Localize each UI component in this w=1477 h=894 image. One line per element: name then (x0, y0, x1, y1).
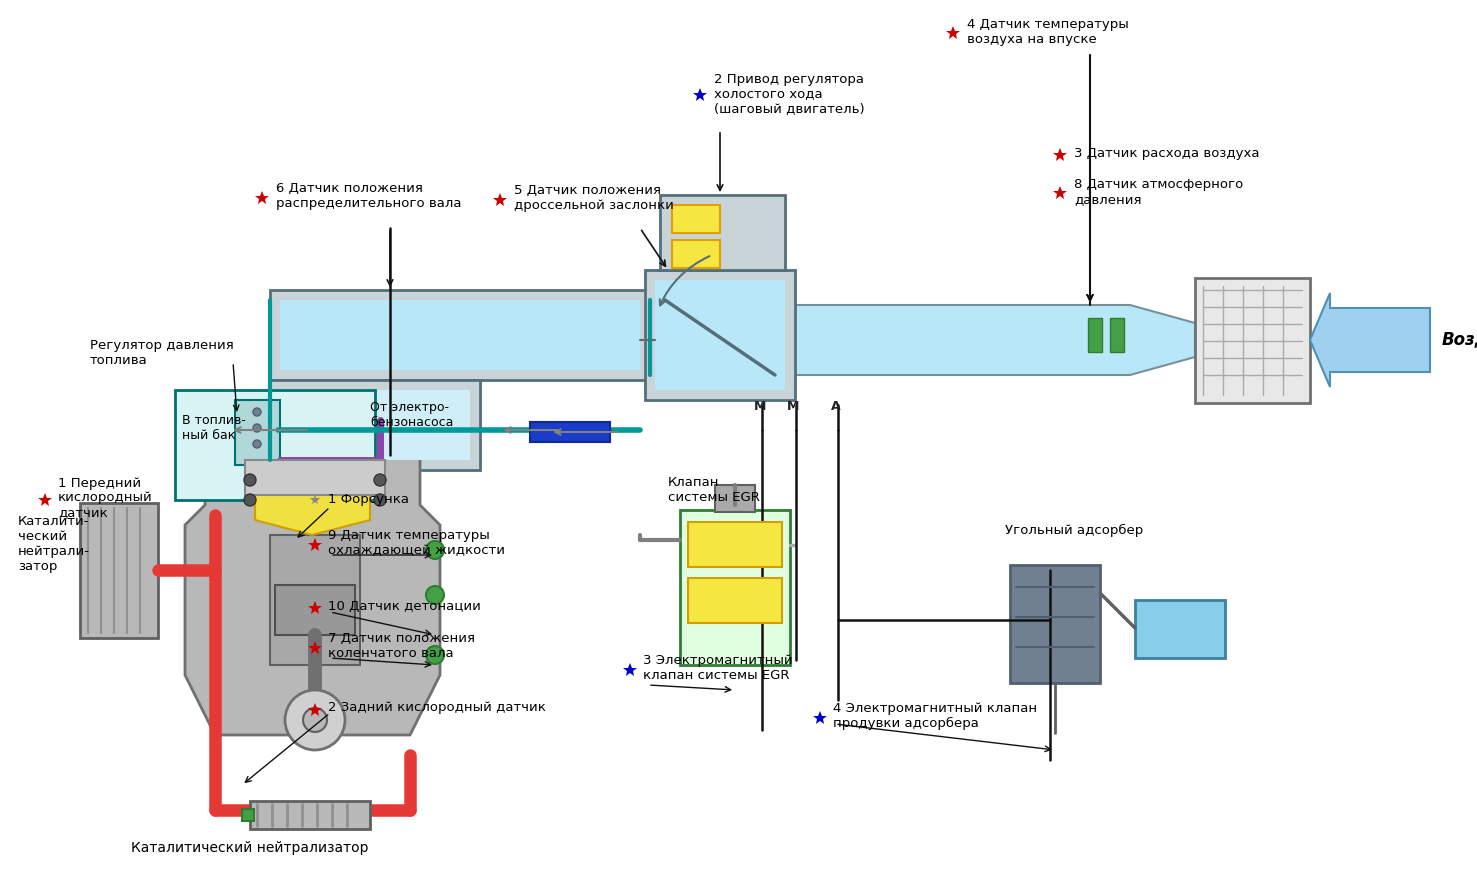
Text: M: M (753, 400, 767, 413)
Circle shape (425, 541, 445, 559)
Bar (672, 240, 719, 268)
Bar (645, 270, 795, 400)
Circle shape (425, 646, 445, 664)
Bar (270, 380, 480, 470)
Text: 1 Форсунка: 1 Форсунка (328, 493, 409, 505)
Text: 10 Датчик детонации: 10 Датчик детонации (328, 600, 482, 612)
Circle shape (374, 494, 385, 506)
Text: 1 Передний
кислородный
датчик: 1 Передний кислородный датчик (58, 477, 152, 519)
Bar (270, 290, 650, 380)
Text: 4 Электромагнитный клапан
продувки адсорбера: 4 Электромагнитный клапан продувки адсор… (833, 702, 1037, 730)
Bar (688, 578, 781, 623)
Text: Воздух: Воздух (1442, 331, 1477, 349)
Text: 2 Привод регулятора
холостого хода
(шаговый двигатель): 2 Привод регулятора холостого хода (шаго… (713, 72, 864, 115)
Bar (672, 205, 719, 233)
Bar (654, 280, 784, 390)
Text: 9 Датчик температуры
охлаждающей жидкости: 9 Датчик температуры охлаждающей жидкост… (328, 529, 505, 557)
Text: 2 Задний кислородный датчик: 2 Задний кислородный датчик (328, 702, 546, 714)
Text: 8 Датчик атмосферного
давления: 8 Датчик атмосферного давления (1074, 178, 1244, 206)
Bar (715, 485, 755, 512)
Text: M: M (787, 400, 799, 413)
Bar (80, 503, 158, 638)
Bar (270, 535, 360, 665)
Text: Угольный адсорбер: Угольный адсорбер (1004, 524, 1143, 537)
Polygon shape (185, 455, 440, 735)
Circle shape (374, 474, 385, 486)
Circle shape (244, 494, 256, 506)
Text: Регулятор давления
топлива: Регулятор давления топлива (90, 339, 233, 367)
Bar (1089, 318, 1102, 352)
Text: A: A (832, 400, 840, 413)
Bar (264, 465, 365, 505)
Polygon shape (1310, 293, 1430, 387)
Text: 3 Электромагнитный
клапан системы EGR: 3 Электромагнитный клапан системы EGR (642, 654, 793, 682)
Bar (530, 422, 610, 442)
Bar (275, 585, 354, 635)
Bar (1111, 318, 1124, 352)
Bar (245, 460, 385, 495)
Circle shape (244, 474, 256, 486)
Text: 6 Датчик положения
распределительного вала: 6 Датчик положения распределительного ва… (276, 182, 461, 210)
Circle shape (253, 424, 261, 432)
Text: 7 Датчик положения
коленчатого вала: 7 Датчик положения коленчатого вала (328, 632, 476, 660)
Text: 3 Датчик расхода воздуха: 3 Датчик расхода воздуха (1074, 148, 1260, 161)
Circle shape (253, 408, 261, 416)
Text: От электро-
бензонасоса: От электро- бензонасоса (371, 401, 453, 429)
Circle shape (253, 440, 261, 448)
Polygon shape (450, 305, 1195, 375)
Bar (1010, 565, 1100, 683)
Bar (1134, 600, 1224, 658)
Bar (242, 809, 254, 821)
Bar (688, 522, 781, 567)
Bar (250, 801, 371, 829)
Bar (174, 390, 375, 500)
Circle shape (285, 690, 346, 750)
Bar (281, 300, 640, 370)
Bar (235, 400, 281, 465)
Text: Клапан
системы EGR: Клапан системы EGR (668, 476, 759, 504)
Bar (1195, 278, 1310, 403)
Circle shape (425, 586, 445, 604)
Bar (281, 390, 470, 460)
Text: Каталити-
ческий
нейтрали-
затор: Каталити- ческий нейтрали- затор (18, 515, 90, 573)
Bar (660, 195, 784, 270)
Text: Каталитический нейтрализатор: Каталитический нейтрализатор (131, 841, 369, 855)
Text: 5 Датчик положения
дроссельной заслонки: 5 Датчик положения дроссельной заслонки (514, 184, 674, 212)
Bar (679, 510, 790, 665)
Text: 4 Датчик температуры
воздуха на впуске: 4 Датчик температуры воздуха на впуске (967, 18, 1128, 46)
Polygon shape (256, 493, 371, 535)
Text: В топлив-
ный бак: В топлив- ный бак (182, 414, 245, 442)
Circle shape (303, 708, 326, 732)
